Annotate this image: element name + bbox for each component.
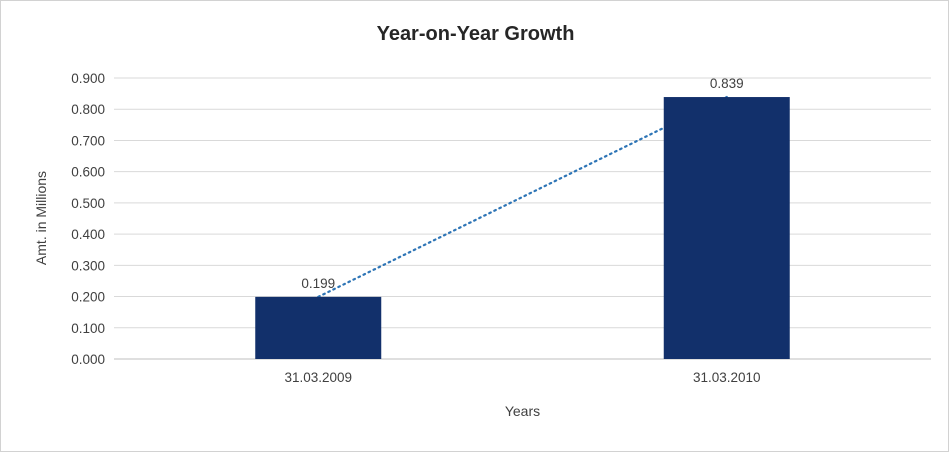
bar-data-label: 0.199 <box>301 276 335 291</box>
chart-title: Year-on-Year Growth <box>376 23 575 45</box>
y-tick-label: 0.200 <box>71 290 105 305</box>
y-tick-label: 0.000 <box>71 352 105 367</box>
y-tick-label: 0.600 <box>71 165 105 180</box>
y-tick-label: 0.300 <box>71 258 105 273</box>
y-tick-label: 0.800 <box>71 102 105 117</box>
y-tick-label: 0.400 <box>71 227 105 242</box>
bar <box>255 296 382 359</box>
x-tick-label: 31.03.2010 <box>693 370 761 385</box>
x-tick-label: 31.03.2009 <box>284 370 352 385</box>
y-tick-label: 0.700 <box>71 133 105 148</box>
x-axis-title: Years <box>504 403 541 419</box>
bar-data-label: 0.839 <box>710 76 744 91</box>
y-tick-label: 0.100 <box>71 321 105 336</box>
y-tick-label: 0.500 <box>71 196 105 211</box>
y-tick-label: 0.900 <box>71 71 105 86</box>
bar <box>663 97 790 359</box>
